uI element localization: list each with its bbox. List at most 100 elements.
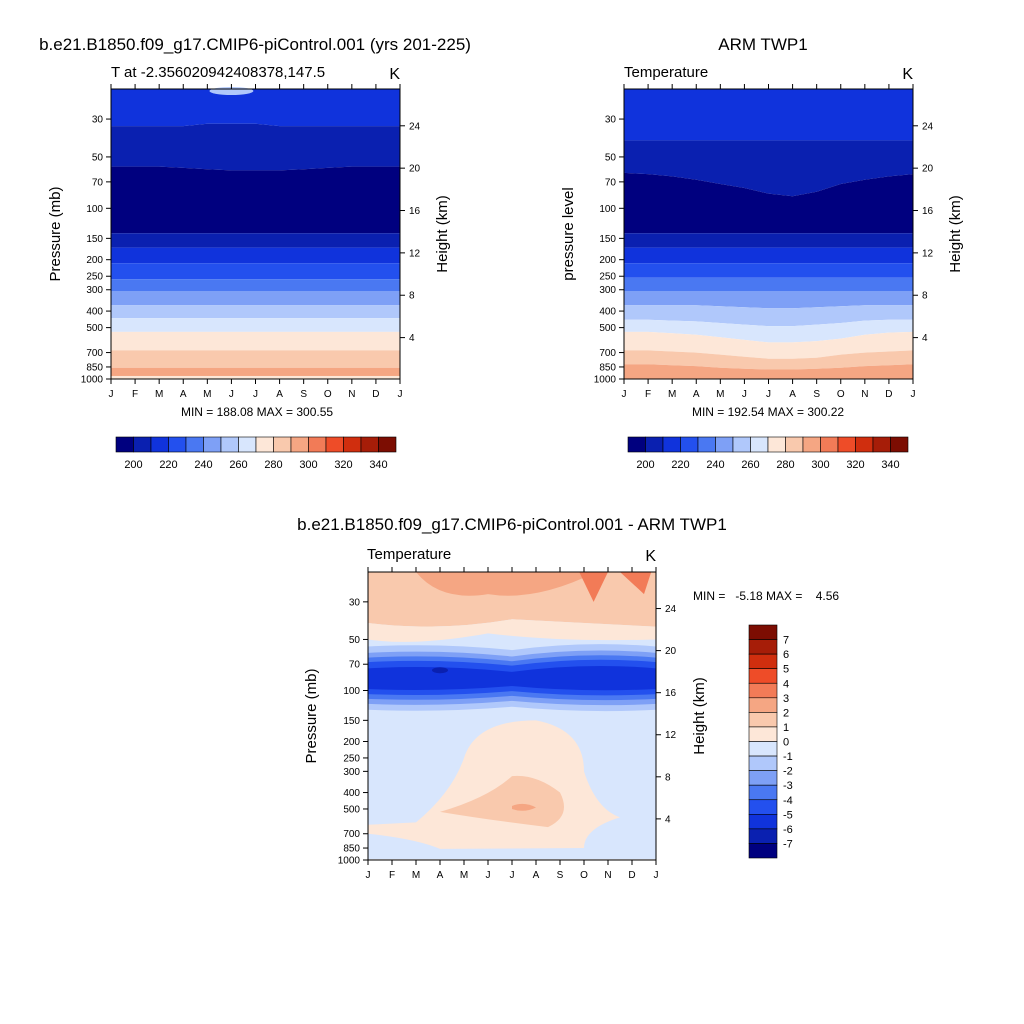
y-right-tick-label: 20 — [665, 646, 677, 657]
colorbar-swatch — [715, 436, 734, 453]
diff-upper-neutral — [368, 619, 656, 642]
colorbar-swatch — [748, 741, 778, 757]
x-tick-label: M — [203, 389, 211, 400]
contour-band — [624, 172, 913, 234]
diff-mid-hottest — [512, 803, 536, 811]
colorbar-swatch — [238, 436, 257, 453]
colorbar-swatch — [343, 436, 362, 453]
panel-diff-ylabel: Pressure (mb) — [303, 668, 320, 763]
y-tick-label: 200 — [86, 255, 103, 266]
colorbar-swatch — [748, 828, 778, 844]
y-right-tick-label: 8 — [409, 291, 415, 302]
x-tick-label: F — [132, 389, 138, 400]
colorbar-swatch — [325, 436, 344, 453]
x-tick-label: N — [604, 870, 611, 881]
colorbar-swatch — [748, 639, 778, 655]
colorbar-swatch — [732, 436, 751, 453]
colorbar-swatch — [203, 436, 222, 453]
x-tick-label: O — [324, 389, 332, 400]
panel-obs-units: K — [902, 66, 913, 83]
colorbar-swatch — [802, 436, 821, 453]
colorbar-swatch — [748, 784, 778, 801]
colorbar-label: 200 — [124, 459, 142, 471]
y-right-tick-label: 24 — [922, 121, 934, 132]
colorbar-swatch — [627, 436, 646, 453]
panel-diff-title: b.e21.B1850.f09_g17.CMIP6-piControl.001 … — [297, 515, 727, 534]
contour-band — [111, 247, 400, 264]
x-tick-label: M — [412, 870, 420, 881]
panel-obs-ylabel-right: Height (km) — [947, 195, 964, 273]
colorbar-label: 3 — [783, 693, 789, 705]
contour-band — [111, 123, 400, 171]
x-tick-label: J — [229, 389, 234, 400]
x-tick-label: A — [276, 389, 283, 400]
x-tick-label: O — [580, 870, 588, 881]
contour-band — [624, 364, 913, 379]
diff-cold-core — [432, 667, 448, 674]
colorbar-swatch — [360, 436, 379, 453]
panel-model-left-string: T at -2.356020942408378,147.5 — [111, 64, 325, 81]
contour-band — [111, 89, 400, 127]
x-tick-label: J — [253, 389, 258, 400]
colorbar-label: 220 — [159, 459, 177, 471]
colorbar-model: 200 220 240 260 280 300 320 340 — [115, 436, 397, 471]
colorbar-label: 240 — [706, 459, 724, 471]
y-tick-label: 150 — [599, 234, 616, 245]
x-tick-label: A — [437, 870, 444, 881]
panel-obs-left-string: Temperature — [624, 64, 708, 81]
colorbar-label: -7 — [783, 838, 793, 850]
diff-upper-hot — [416, 572, 596, 596]
y-tick-label: 850 — [86, 362, 103, 373]
colorbar-swatch — [133, 436, 152, 453]
panel-model-ylabel: Pressure (mb) — [47, 186, 64, 281]
colorbar-swatch — [767, 436, 786, 453]
colorbar-swatch — [150, 436, 169, 453]
y-tick-label: 150 — [86, 234, 103, 245]
colorbar-label: 320 — [334, 459, 352, 471]
colorbar-swatch — [748, 726, 778, 742]
colorbar-diff: 7 6 5 4 3 2 1 0 -1 -2 -3 -4 -5 -6 -7 — [748, 624, 793, 859]
colorbar-label: 7 — [783, 635, 789, 647]
colorbar-swatch — [855, 436, 874, 453]
y-right-tick-label: 20 — [922, 164, 934, 175]
colorbar-swatch — [697, 436, 716, 453]
y-tick-label: 200 — [599, 255, 616, 266]
colorbar-label: 240 — [194, 459, 212, 471]
colorbar-label: 260 — [229, 459, 247, 471]
x-tick-label: D — [885, 389, 892, 400]
panel-diff: b.e21.B1850.f09_g17.CMIP6-piControl.001 … — [297, 515, 839, 881]
x-tick-label: J — [622, 389, 627, 400]
panel-obs-summary: MIN = 192.54 MAX = 300.22 — [692, 405, 844, 419]
x-tick-label: O — [837, 389, 845, 400]
panel-model: b.e21.B1850.f09_g17.CMIP6-piControl.001 … — [39, 35, 471, 419]
contour-band — [111, 233, 400, 248]
colorbar-label: 320 — [846, 459, 864, 471]
y-tick-label: 1000 — [338, 856, 361, 867]
contour-band — [111, 318, 400, 332]
colorbar-swatch — [748, 770, 778, 786]
y-tick-label: 30 — [349, 597, 361, 608]
y-tick-label: 400 — [86, 307, 103, 318]
x-tick-label: S — [300, 389, 307, 400]
y-tick-label: 50 — [349, 635, 361, 646]
y-tick-label: 150 — [343, 716, 360, 727]
panel-model-title: b.e21.B1850.f09_g17.CMIP6-piControl.001 … — [39, 35, 471, 54]
colorbar-swatch — [645, 436, 664, 453]
y-right-tick-label: 16 — [409, 206, 421, 217]
y-right-tick-label: 4 — [922, 333, 928, 344]
y-tick-label: 1000 — [81, 375, 104, 386]
panel-obs-plot: J F M A M J J A S O N D J 30 50 70 100 150 200 250 300 400 500… — [594, 84, 934, 400]
y-tick-label: 200 — [343, 737, 360, 748]
panel-diff-units: K — [645, 548, 656, 565]
y-right-tick-label: 16 — [665, 688, 677, 699]
colorbar-swatch — [115, 436, 134, 453]
colorbar-swatch — [220, 436, 239, 453]
x-tick-label: J — [109, 389, 114, 400]
contour-band — [111, 305, 400, 319]
colorbar-swatch — [820, 436, 839, 453]
colorbar-label: 300 — [811, 459, 829, 471]
y-tick-label: 850 — [343, 844, 360, 855]
contour-band — [111, 263, 400, 280]
y-tick-label: 70 — [92, 177, 104, 188]
x-tick-label: D — [628, 870, 635, 881]
